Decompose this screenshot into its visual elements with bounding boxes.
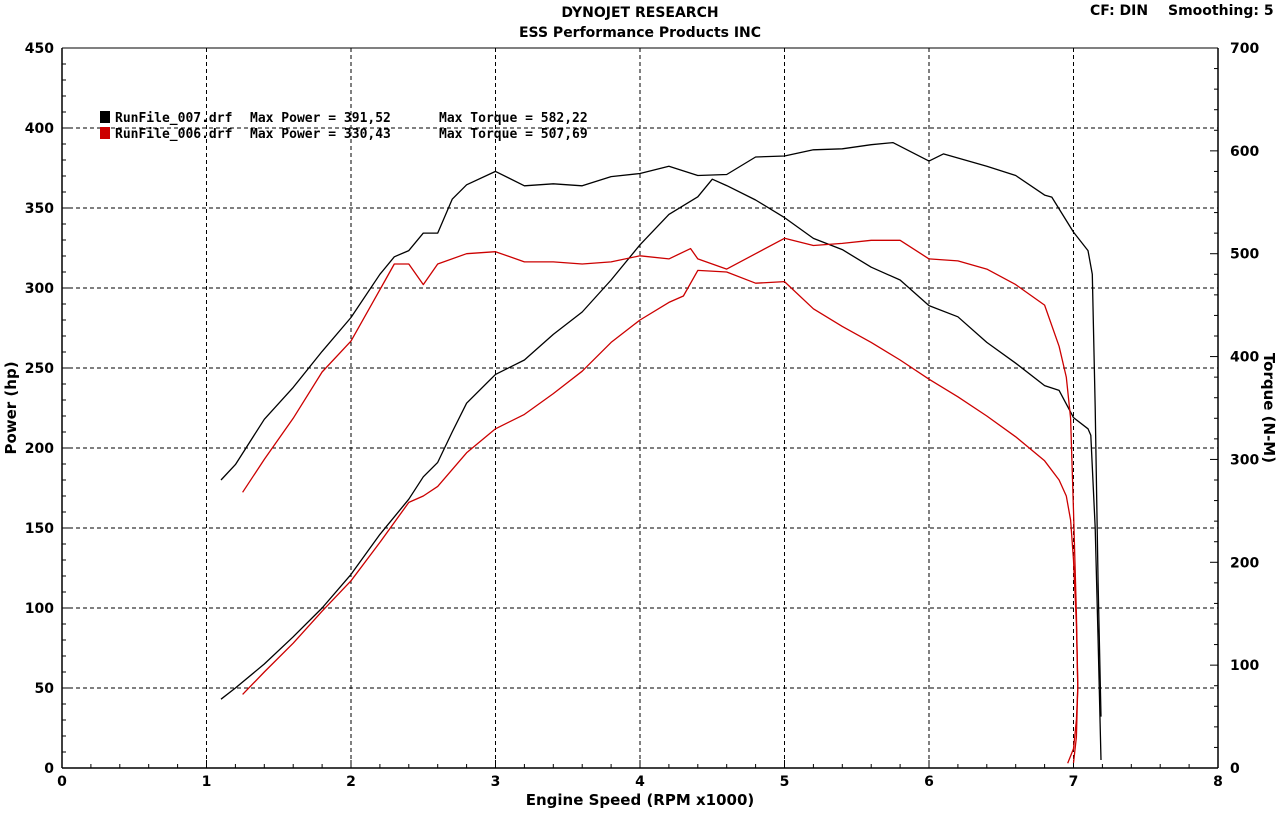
- y2-tick-label: 400: [1230, 350, 1259, 366]
- y-tick-label: 150: [25, 521, 54, 537]
- y-tick-label: 300: [25, 281, 54, 297]
- series-line-runfile-007-drf-torque: [220, 141, 1102, 717]
- cf-label: CF: DIN: [1090, 3, 1148, 19]
- legend-swatch-run007: [100, 111, 110, 123]
- legend-run006-max-power: Max Power = 330,43: [250, 127, 391, 142]
- chart-subtitle: ESS Performance Products INC: [519, 25, 761, 41]
- y2-axis-label: Torque (N-M): [1260, 353, 1278, 463]
- x-axis-label: Engine Speed (RPM x1000): [526, 791, 755, 809]
- axes: 0 1 2 3 4 5 6 7 80501001502002503003504004500100…: [25, 41, 1260, 790]
- chart-title: DYNOJET RESEARCH: [561, 5, 718, 21]
- y2-tick-label: 100: [1230, 658, 1259, 674]
- y-tick-label: 100: [25, 601, 54, 617]
- x-tick-label: 3: [491, 774, 501, 790]
- legend-run007-max-power: Max Power = 391,52: [250, 111, 391, 126]
- y2-tick-label: 500: [1230, 247, 1259, 263]
- series-line-runfile-006-drf-torque: [242, 237, 1079, 763]
- x-tick-label: 4: [635, 774, 645, 790]
- grid-lines: [62, 48, 1218, 768]
- legend-swatch-run006: [100, 127, 110, 139]
- x-tick-label: 8: [1213, 774, 1223, 790]
- x-tick-label: 5: [780, 774, 790, 790]
- legend-run006-name: RunFile_006.drf: [115, 127, 232, 142]
- x-tick-label: 7: [1069, 774, 1079, 790]
- y2-tick-label: 0: [1230, 761, 1240, 777]
- y2-tick-label: 700: [1230, 41, 1259, 57]
- series-line-runfile-007-drf-power: [220, 178, 1102, 761]
- legend-run006-max-torque: Max Torque = 507,69: [439, 127, 588, 142]
- x-tick-label: 2: [346, 774, 356, 790]
- y-tick-label: 400: [25, 121, 54, 137]
- smoothing-label: Smoothing: 5: [1168, 3, 1274, 19]
- y-tick-label: 250: [25, 361, 54, 377]
- y-axis-label: Power (hp): [2, 361, 20, 454]
- y2-tick-label: 300: [1230, 452, 1259, 468]
- y-tick-label: 200: [25, 441, 54, 457]
- y-tick-label: 0: [44, 761, 54, 777]
- y-tick-label: 50: [35, 681, 55, 697]
- y2-tick-label: 600: [1230, 144, 1259, 160]
- x-tick-label: 1: [202, 774, 212, 790]
- legend-run007-max-torque: Max Torque = 582,22: [439, 111, 588, 126]
- y-tick-label: 450: [25, 41, 54, 57]
- y2-tick-label: 200: [1230, 555, 1259, 571]
- x-tick-label: 0: [57, 774, 67, 790]
- series-lines: [220, 141, 1102, 764]
- legend-run007-name: RunFile_007.drf: [115, 111, 232, 126]
- x-tick-label: 6: [924, 774, 934, 790]
- y-tick-label: 350: [25, 201, 54, 217]
- legend: RunFile_007.drf Max Power = 391,52 Max T…: [100, 111, 588, 142]
- series-line-runfile-006-drf-power: [242, 269, 1079, 764]
